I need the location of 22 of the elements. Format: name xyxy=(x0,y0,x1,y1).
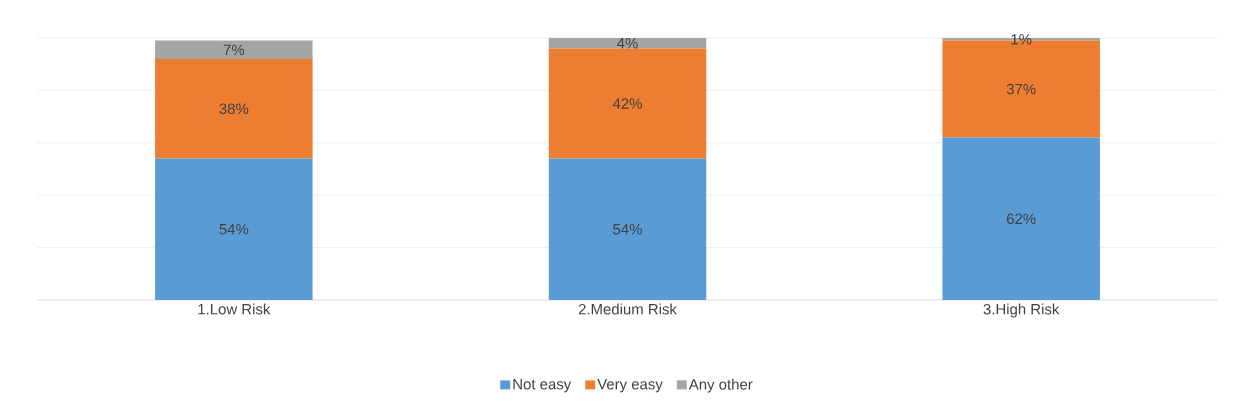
data-label: 7% xyxy=(223,44,245,56)
x-tick-label: 2.Medium Risk xyxy=(578,303,677,315)
data-label: 37% xyxy=(1006,83,1036,95)
bar xyxy=(155,40,313,59)
bar xyxy=(155,158,313,300)
legend-label: Not easy xyxy=(513,379,572,393)
data-label: 54% xyxy=(219,224,249,235)
data-label: 1% xyxy=(1011,34,1032,45)
data-label: 54% xyxy=(613,224,642,235)
bar xyxy=(548,38,707,49)
data-label: 42% xyxy=(612,98,642,109)
bar xyxy=(942,137,1100,300)
x-tick-label: 3.High Risk xyxy=(983,303,1060,318)
bar xyxy=(548,48,707,159)
data-label: 38% xyxy=(219,103,249,115)
x-tick-label: 1.Low Risk xyxy=(198,303,271,315)
legend-label: Very easy xyxy=(597,379,663,393)
bar xyxy=(155,58,313,159)
data-label: 4% xyxy=(617,38,638,49)
legend-label: Any other xyxy=(688,378,753,393)
data-label: 62% xyxy=(1006,213,1036,225)
bar xyxy=(548,158,707,300)
